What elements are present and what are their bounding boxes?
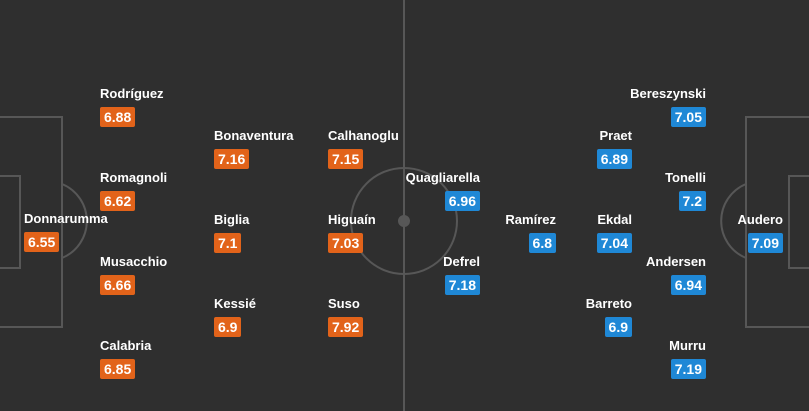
- player-name: Calabria: [100, 338, 152, 353]
- player-name: Defrel: [443, 254, 480, 269]
- player-rating: 6.96: [444, 191, 480, 211]
- player-rating: 6.88: [100, 107, 136, 127]
- player-rating: 7.16: [214, 149, 250, 169]
- player-name: Rodríguez: [100, 86, 164, 101]
- player-name: Calhanoglu: [328, 128, 399, 143]
- player-name: Romagnoli: [100, 170, 168, 185]
- player-rating: 6.89: [596, 149, 632, 169]
- player-rating: 7.19: [670, 359, 706, 379]
- player-name: Bereszynski: [630, 86, 706, 101]
- player-rating: 6.85: [100, 359, 136, 379]
- player-name: Andersen: [646, 254, 706, 269]
- player-name: Barreto: [585, 296, 632, 311]
- player-rating: 6.8: [528, 233, 556, 253]
- player-rating: 7.2: [678, 191, 706, 211]
- player-name: Bonaventura: [214, 128, 294, 143]
- player-rating: 7.04: [596, 233, 632, 253]
- player-rating: 7.18: [444, 275, 480, 295]
- player-rating: 7.92: [328, 317, 364, 337]
- player-rating: 7.05: [670, 107, 706, 127]
- player-rating: 7.03: [328, 233, 364, 253]
- player-rating: 6.9: [214, 317, 242, 337]
- player-name: Kessié: [214, 296, 256, 311]
- player-rating: 7.1: [214, 233, 242, 253]
- player-name: Quagliarella: [405, 170, 480, 185]
- player-rating: 7.09: [747, 233, 783, 253]
- player-name: Ekdal: [597, 212, 632, 227]
- player-rating: 7.15: [328, 149, 364, 169]
- player-rating: 6.66: [100, 275, 136, 295]
- player-name: Biglia: [214, 212, 250, 227]
- player-name: Suso: [328, 296, 360, 311]
- player-rating: 6.94: [670, 275, 706, 295]
- player-name: Audero: [737, 212, 784, 227]
- player-name: Musacchio: [100, 254, 168, 269]
- player-rating: 6.55: [24, 232, 60, 252]
- player-name: Ramírez: [505, 212, 556, 227]
- player-rating: 6.62: [100, 191, 136, 211]
- player-name: Tonelli: [665, 170, 706, 185]
- player-name: Murru: [669, 338, 706, 353]
- player-name: Donnarumma: [24, 211, 108, 226]
- player-name: Higuaín: [328, 212, 376, 227]
- player-name: Praet: [599, 128, 632, 143]
- player-rating: 6.9: [604, 317, 632, 337]
